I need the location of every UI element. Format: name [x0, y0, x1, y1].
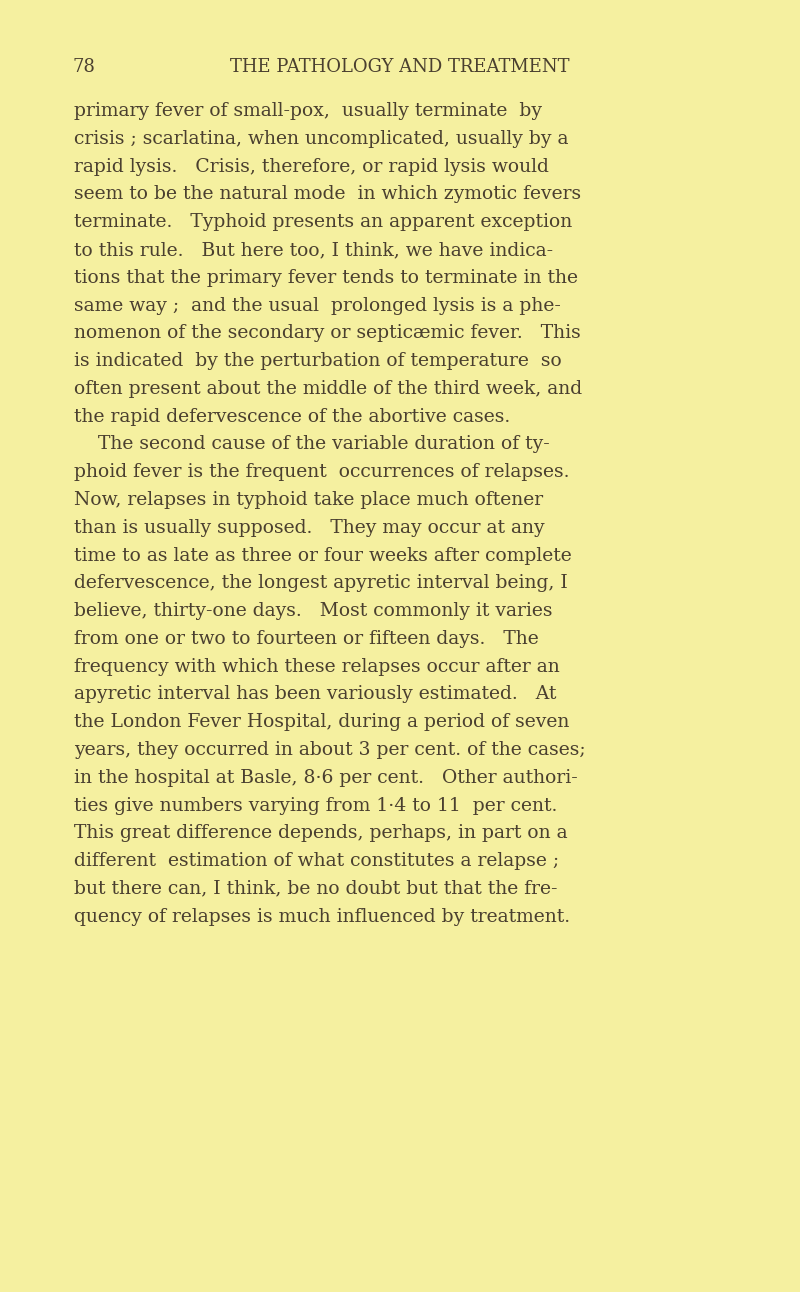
Text: believe, thirty-one days.   Most commonly it varies: believe, thirty-one days. Most commonly … — [74, 602, 552, 620]
Text: different  estimation of what constitutes a relapse ;: different estimation of what constitutes… — [74, 851, 558, 870]
Text: 78: 78 — [72, 58, 95, 76]
Text: tions that the primary fever tends to terminate in the: tions that the primary fever tends to te… — [74, 269, 578, 287]
Text: ties give numbers varying from 1·4 to 11  per cent.: ties give numbers varying from 1·4 to 11… — [74, 796, 557, 814]
Text: terminate.   Typhoid presents an apparent exception: terminate. Typhoid presents an apparent … — [74, 213, 572, 231]
Text: but there can, I think, be no doubt but that the fre-: but there can, I think, be no doubt but … — [74, 880, 557, 898]
Text: is indicated  by the perturbation of temperature  so: is indicated by the perturbation of temp… — [74, 351, 562, 370]
Text: defervescence, the longest apyretic interval being, I: defervescence, the longest apyretic inte… — [74, 574, 567, 592]
Text: in the hospital at Basle, 8·6 per cent.   Other authori-: in the hospital at Basle, 8·6 per cent. … — [74, 769, 578, 787]
Text: This great difference depends, perhaps, in part on a: This great difference depends, perhaps, … — [74, 824, 567, 842]
Text: phoid fever is the frequent  occurrences of relapses.: phoid fever is the frequent occurrences … — [74, 463, 569, 481]
Text: the London Fever Hospital, during a period of seven: the London Fever Hospital, during a peri… — [74, 713, 569, 731]
Text: quency of relapses is much influenced by treatment.: quency of relapses is much influenced by… — [74, 907, 570, 925]
Text: The second cause of the variable duration of ty-: The second cause of the variable duratio… — [74, 435, 550, 453]
Text: than is usually supposed.   They may occur at any: than is usually supposed. They may occur… — [74, 518, 544, 536]
Text: rapid lysis.   Crisis, therefore, or rapid lysis would: rapid lysis. Crisis, therefore, or rapid… — [74, 158, 549, 176]
Text: crisis ; scarlatina, when uncomplicated, usually by a: crisis ; scarlatina, when uncomplicated,… — [74, 129, 568, 147]
Text: the rapid defervescence of the abortive cases.: the rapid defervescence of the abortive … — [74, 407, 510, 425]
Text: years, they occurred in about 3 per cent. of the cases;: years, they occurred in about 3 per cent… — [74, 740, 586, 758]
Text: same way ;  and the usual  prolonged lysis is a phe-: same way ; and the usual prolonged lysis… — [74, 296, 561, 314]
Text: often present about the middle of the third week, and: often present about the middle of the th… — [74, 380, 582, 398]
Text: time to as late as three or four weeks after complete: time to as late as three or four weeks a… — [74, 547, 571, 565]
Text: primary fever of small-pox,  usually terminate  by: primary fever of small-pox, usually term… — [74, 102, 542, 120]
Text: Now, relapses in typhoid take place much oftener: Now, relapses in typhoid take place much… — [74, 491, 542, 509]
Text: to this rule.   But here too, I think, we have indica-: to this rule. But here too, I think, we … — [74, 240, 553, 258]
Text: frequency with which these relapses occur after an: frequency with which these relapses occu… — [74, 658, 559, 676]
Text: seem to be the natural mode  in which zymotic fevers: seem to be the natural mode in which zym… — [74, 185, 581, 203]
Text: apyretic interval has been variously estimated.   At: apyretic interval has been variously est… — [74, 685, 556, 703]
Text: THE PATHOLOGY AND TREATMENT: THE PATHOLOGY AND TREATMENT — [230, 58, 570, 76]
Text: nomenon of the secondary or septicæmic fever.   This: nomenon of the secondary or septicæmic f… — [74, 324, 580, 342]
Text: from one or two to fourteen or fifteen days.   The: from one or two to fourteen or fifteen d… — [74, 629, 538, 647]
